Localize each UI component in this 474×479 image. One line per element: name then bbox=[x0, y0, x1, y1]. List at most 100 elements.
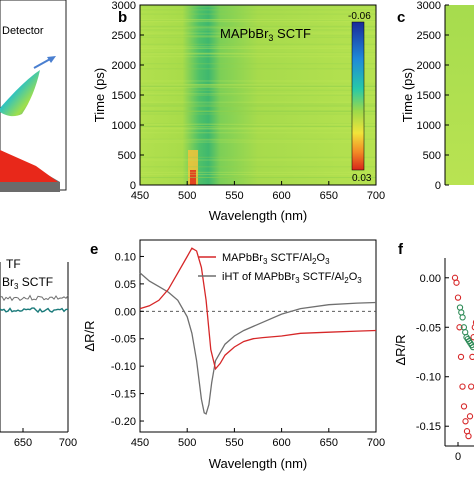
e-xtick-label: 500 bbox=[178, 437, 196, 449]
c-ytick-label: 1000 bbox=[417, 120, 441, 132]
probe-beam-shape bbox=[0, 70, 40, 117]
panel-f-ylabel: ΔR/R bbox=[393, 334, 408, 365]
f-point-green bbox=[459, 314, 466, 321]
e-ytick-label: -0.20 bbox=[111, 416, 136, 428]
e-ytick-label: -0.10 bbox=[111, 361, 136, 373]
b-noise-streak bbox=[140, 104, 376, 106]
b-noise-streak bbox=[140, 123, 376, 125]
b-xtick-label: 500 bbox=[178, 190, 196, 202]
b-noise-streak bbox=[140, 35, 376, 37]
b-noise-streak bbox=[140, 123, 376, 125]
b-xtick-label: 650 bbox=[320, 190, 338, 202]
f-point-red bbox=[459, 383, 466, 390]
b-ytick-label: 1000 bbox=[112, 120, 136, 132]
b-noise-streak bbox=[140, 177, 376, 179]
b-noise-streak bbox=[140, 83, 376, 85]
e-xtick-label: 450 bbox=[131, 437, 149, 449]
panel-e-letter: e bbox=[90, 241, 98, 258]
b-noise-streak bbox=[140, 139, 376, 141]
b-noise-streak bbox=[140, 132, 376, 134]
b-noise-streak bbox=[140, 85, 376, 87]
b-noise-streak bbox=[140, 43, 376, 45]
f-ytick-label: -0.05 bbox=[416, 322, 441, 334]
panel-b-letter: b bbox=[118, 9, 127, 26]
b-noise-streak bbox=[140, 110, 376, 112]
f-point-red bbox=[453, 279, 460, 286]
b-noise-streak bbox=[140, 105, 376, 107]
f-xtick-label: 0 bbox=[455, 451, 461, 463]
f-point-green bbox=[462, 329, 469, 336]
b-noise-streak bbox=[140, 13, 376, 15]
c-ytick-label: 0 bbox=[435, 180, 441, 192]
b-noise-streak bbox=[140, 111, 376, 113]
c-ytick-label: 500 bbox=[423, 150, 441, 162]
b-ytick-label: 3000 bbox=[112, 0, 136, 12]
e-xtick-label: 550 bbox=[225, 437, 243, 449]
b-noise-streak bbox=[140, 101, 376, 103]
c-ytick-label: 2000 bbox=[417, 60, 441, 72]
b-noise-streak bbox=[140, 6, 376, 8]
panel-e-xlabel: Wavelength (nm) bbox=[209, 456, 308, 471]
c-ytick-label: 2500 bbox=[417, 30, 441, 42]
series-gray-line bbox=[139, 272, 377, 415]
b-ytick-label: 1500 bbox=[112, 90, 136, 102]
panel-e-ticks: 450 500 550 600 650 700 0.10 0.05 0.00 -0.05 -0.10… bbox=[111, 251, 385, 449]
d-xtick-label: 700 bbox=[59, 437, 77, 449]
b-noise-streak bbox=[140, 127, 376, 129]
b-noise-streak bbox=[140, 125, 376, 127]
b-noise-streak bbox=[140, 19, 376, 21]
panel-e-ylabel: ΔR/R bbox=[82, 320, 97, 351]
b-noise-streak bbox=[140, 46, 376, 48]
b-noise-streak bbox=[140, 32, 376, 34]
b-noise-streak bbox=[140, 47, 376, 49]
b-noise-streak bbox=[140, 83, 376, 85]
sample-film bbox=[0, 150, 58, 182]
b-noise-streak bbox=[140, 19, 376, 21]
colorbar bbox=[351, 21, 365, 171]
b-ytick-label: 500 bbox=[118, 150, 136, 162]
b-noise-streak bbox=[140, 35, 376, 37]
f-point-red bbox=[456, 324, 463, 331]
f-point-red bbox=[460, 403, 468, 410]
f-point-red bbox=[469, 353, 474, 361]
b-noise-streak bbox=[140, 53, 376, 55]
detector-label: Detector bbox=[2, 25, 44, 37]
c-ytick-label: 1500 bbox=[417, 90, 441, 102]
b-ytick-label: 2500 bbox=[112, 30, 136, 42]
b-noise-streak bbox=[140, 87, 376, 89]
b-noise-streak bbox=[140, 86, 376, 88]
legend-gray-label: iHT of MAPbBr3 SCTF/Al2O3 bbox=[222, 271, 362, 285]
e-ytick-label: 0.05 bbox=[115, 279, 136, 291]
b-noise-streak bbox=[140, 53, 376, 55]
b-noise-streak bbox=[140, 29, 376, 31]
b-noise-streak bbox=[140, 19, 376, 21]
b-noise-streak bbox=[140, 128, 376, 130]
panel-b-ylabel: Time (ps) bbox=[92, 68, 107, 122]
heatmap-b-noise bbox=[140, 6, 376, 179]
b-noise-streak bbox=[140, 21, 376, 23]
f-point-red bbox=[465, 432, 472, 440]
panel-b-axes: 450 500 550 600 650 700 0 500 1000 1500 2000 2500 30… bbox=[112, 0, 386, 202]
f-point-red bbox=[468, 383, 474, 390]
b-noise-streak bbox=[140, 63, 376, 65]
detector-arrowhead bbox=[47, 56, 56, 63]
panel-c-axes: 0 500 1000 1500 2000 2500 3000 bbox=[417, 0, 449, 192]
panel-e-frame bbox=[139, 239, 377, 433]
b-noise-streak bbox=[140, 26, 376, 28]
b-noise-streak bbox=[140, 156, 376, 158]
f-point-red bbox=[466, 413, 474, 420]
panel-d-legend-1: TF bbox=[6, 257, 21, 271]
b-ytick-label: 0 bbox=[130, 180, 136, 192]
panel-d-ticks: 650 700 bbox=[14, 428, 77, 449]
colorbar-min-label: 0.03 bbox=[352, 173, 372, 184]
b-noise-streak bbox=[140, 25, 376, 27]
b-noise-streak bbox=[140, 110, 376, 112]
b-noise-streak bbox=[140, 113, 376, 115]
panel-d: TF Br3 SCTF 650 700 bbox=[0, 257, 77, 449]
f-ytick-label: -0.15 bbox=[416, 421, 441, 433]
series-red-line bbox=[139, 247, 377, 371]
legend-red-label: MAPbBr3 SCTF/Al2O3 bbox=[222, 252, 330, 266]
panel-c: c Time (ps) 0 500 1000 1500 2000 2500 3000 bbox=[397, 0, 474, 192]
